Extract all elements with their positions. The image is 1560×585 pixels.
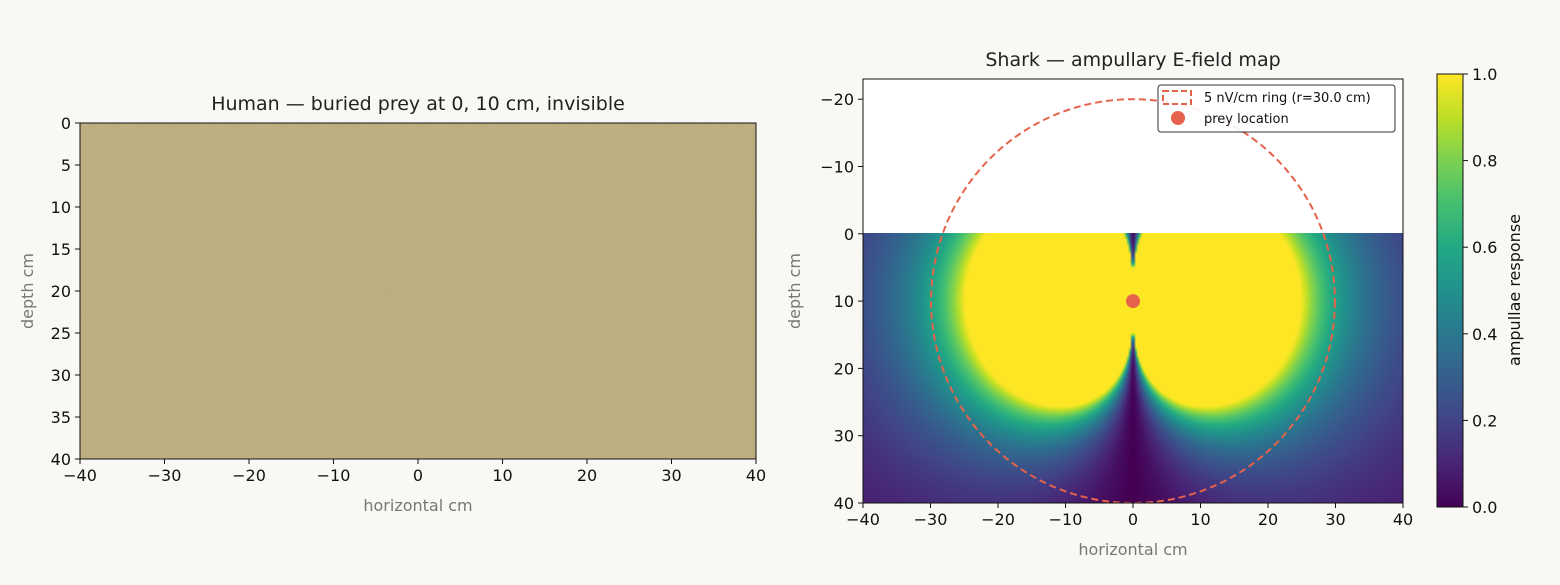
left-y-tick-label: 40 <box>51 450 71 469</box>
right-y-tick-label: 20 <box>834 359 854 378</box>
right-y-tick-label: 10 <box>834 292 854 311</box>
left-x-tick-label: −10 <box>317 466 351 485</box>
left-y-tick-label: 5 <box>61 156 71 175</box>
right-y-label: depth cm <box>785 253 804 329</box>
right-x-tick-label: 0 <box>1128 510 1138 529</box>
left-x-tick-label: −40 <box>63 466 97 485</box>
right-x-tick-label: −40 <box>846 510 880 529</box>
legend-prey-label: prey location <box>1204 112 1289 127</box>
legend-ring-label: 5 nV/cm ring (r=30.0 cm) <box>1204 91 1371 106</box>
left-y-tick-label: 35 <box>51 408 71 427</box>
colorbar: 0.0 0.2 0.4 0.6 0.8 1.0 ampullae response <box>1436 65 1524 517</box>
detection-ring <box>930 98 1336 503</box>
left-y-tick-label: 0 <box>61 114 71 133</box>
colorbar-tick-label: 0.0 <box>1472 498 1497 517</box>
left-y-tick-label: 30 <box>51 366 71 385</box>
colorbar-tick-label: 1.0 <box>1472 65 1497 84</box>
right-x-tick-label: −20 <box>981 510 1015 529</box>
left-y-tick-label: 15 <box>51 240 71 259</box>
left-y-ticks: 0 5 10 15 20 25 30 35 40 <box>51 114 80 469</box>
colorbar-label: ampullae response <box>1505 214 1524 366</box>
right-y-tick-label: 0 <box>844 225 854 244</box>
left-x-tick-label: 30 <box>661 466 681 485</box>
colorbar-tick-label: 0.8 <box>1472 152 1497 171</box>
right-x-tick-label: 40 <box>1393 510 1413 529</box>
left-title: Human — buried prey at 0, 10 cm, invisib… <box>211 93 625 115</box>
left-y-tick-label: 10 <box>51 198 71 217</box>
shark-view-panel: Shark — ampullary E-field map −40 −30 −20−… <box>785 49 1413 559</box>
right-y-tick-label: −20 <box>820 90 854 109</box>
left-x-tick-label: −30 <box>148 466 182 485</box>
right-x-tick-label: −30 <box>914 510 948 529</box>
right-y-tick-label: −10 <box>820 157 854 176</box>
left-x-ticks: −40 −30 −20 −10 0 10 20 30 40 <box>63 459 766 485</box>
human-view-panel: Human — buried prey at 0, 10 cm, invisib… <box>18 93 766 515</box>
legend-ring-swatch <box>1162 90 1192 105</box>
left-x-tick-label: 10 <box>492 466 512 485</box>
right-x-tick-label: 30 <box>1325 510 1345 529</box>
legend-box <box>1157 84 1396 133</box>
legend-prey-swatch <box>1171 111 1185 125</box>
colorbar-tick-label: 0.2 <box>1472 411 1497 430</box>
right-x-tick-label: 20 <box>1258 510 1278 529</box>
human-view-field <box>80 123 756 459</box>
left-x-tick-label: 20 <box>577 466 597 485</box>
right-x-tick-label: −10 <box>1049 510 1083 529</box>
right-x-ticks: −40 −30 −20 −10 0 10 20 30 40 <box>846 503 1413 529</box>
legend: 5 nV/cm ring (r=30.0 cm) prey location <box>1157 84 1396 133</box>
left-x-tick-label: −20 <box>232 466 266 485</box>
colorbar-ticks: 0.0 0.2 0.4 0.6 0.8 1.0 <box>1463 65 1497 517</box>
left-x-tick-label: 0 <box>413 466 423 485</box>
colorbar-tick-label: 0.4 <box>1472 325 1497 344</box>
left-x-tick-label: 40 <box>746 466 766 485</box>
left-y-label: depth cm <box>18 253 37 329</box>
right-y-tick-label: 30 <box>834 427 854 446</box>
right-y-tick-label: 40 <box>834 494 854 513</box>
left-x-label: horizontal cm <box>363 496 472 515</box>
colorbar-gradient <box>1436 73 1464 508</box>
right-y-ticks: −20 −10 0 10 20 30 40 <box>820 90 863 513</box>
right-x-tick-label: 10 <box>1190 510 1210 529</box>
right-x-label: horizontal cm <box>1078 540 1187 559</box>
left-y-tick-label: 25 <box>51 324 71 343</box>
left-y-tick-label: 20 <box>51 282 71 301</box>
prey-marker <box>1126 294 1140 309</box>
colorbar-tick-label: 0.6 <box>1472 238 1497 257</box>
efield-heatmap <box>863 233 1403 503</box>
right-title: Shark — ampullary E-field map <box>985 49 1280 71</box>
